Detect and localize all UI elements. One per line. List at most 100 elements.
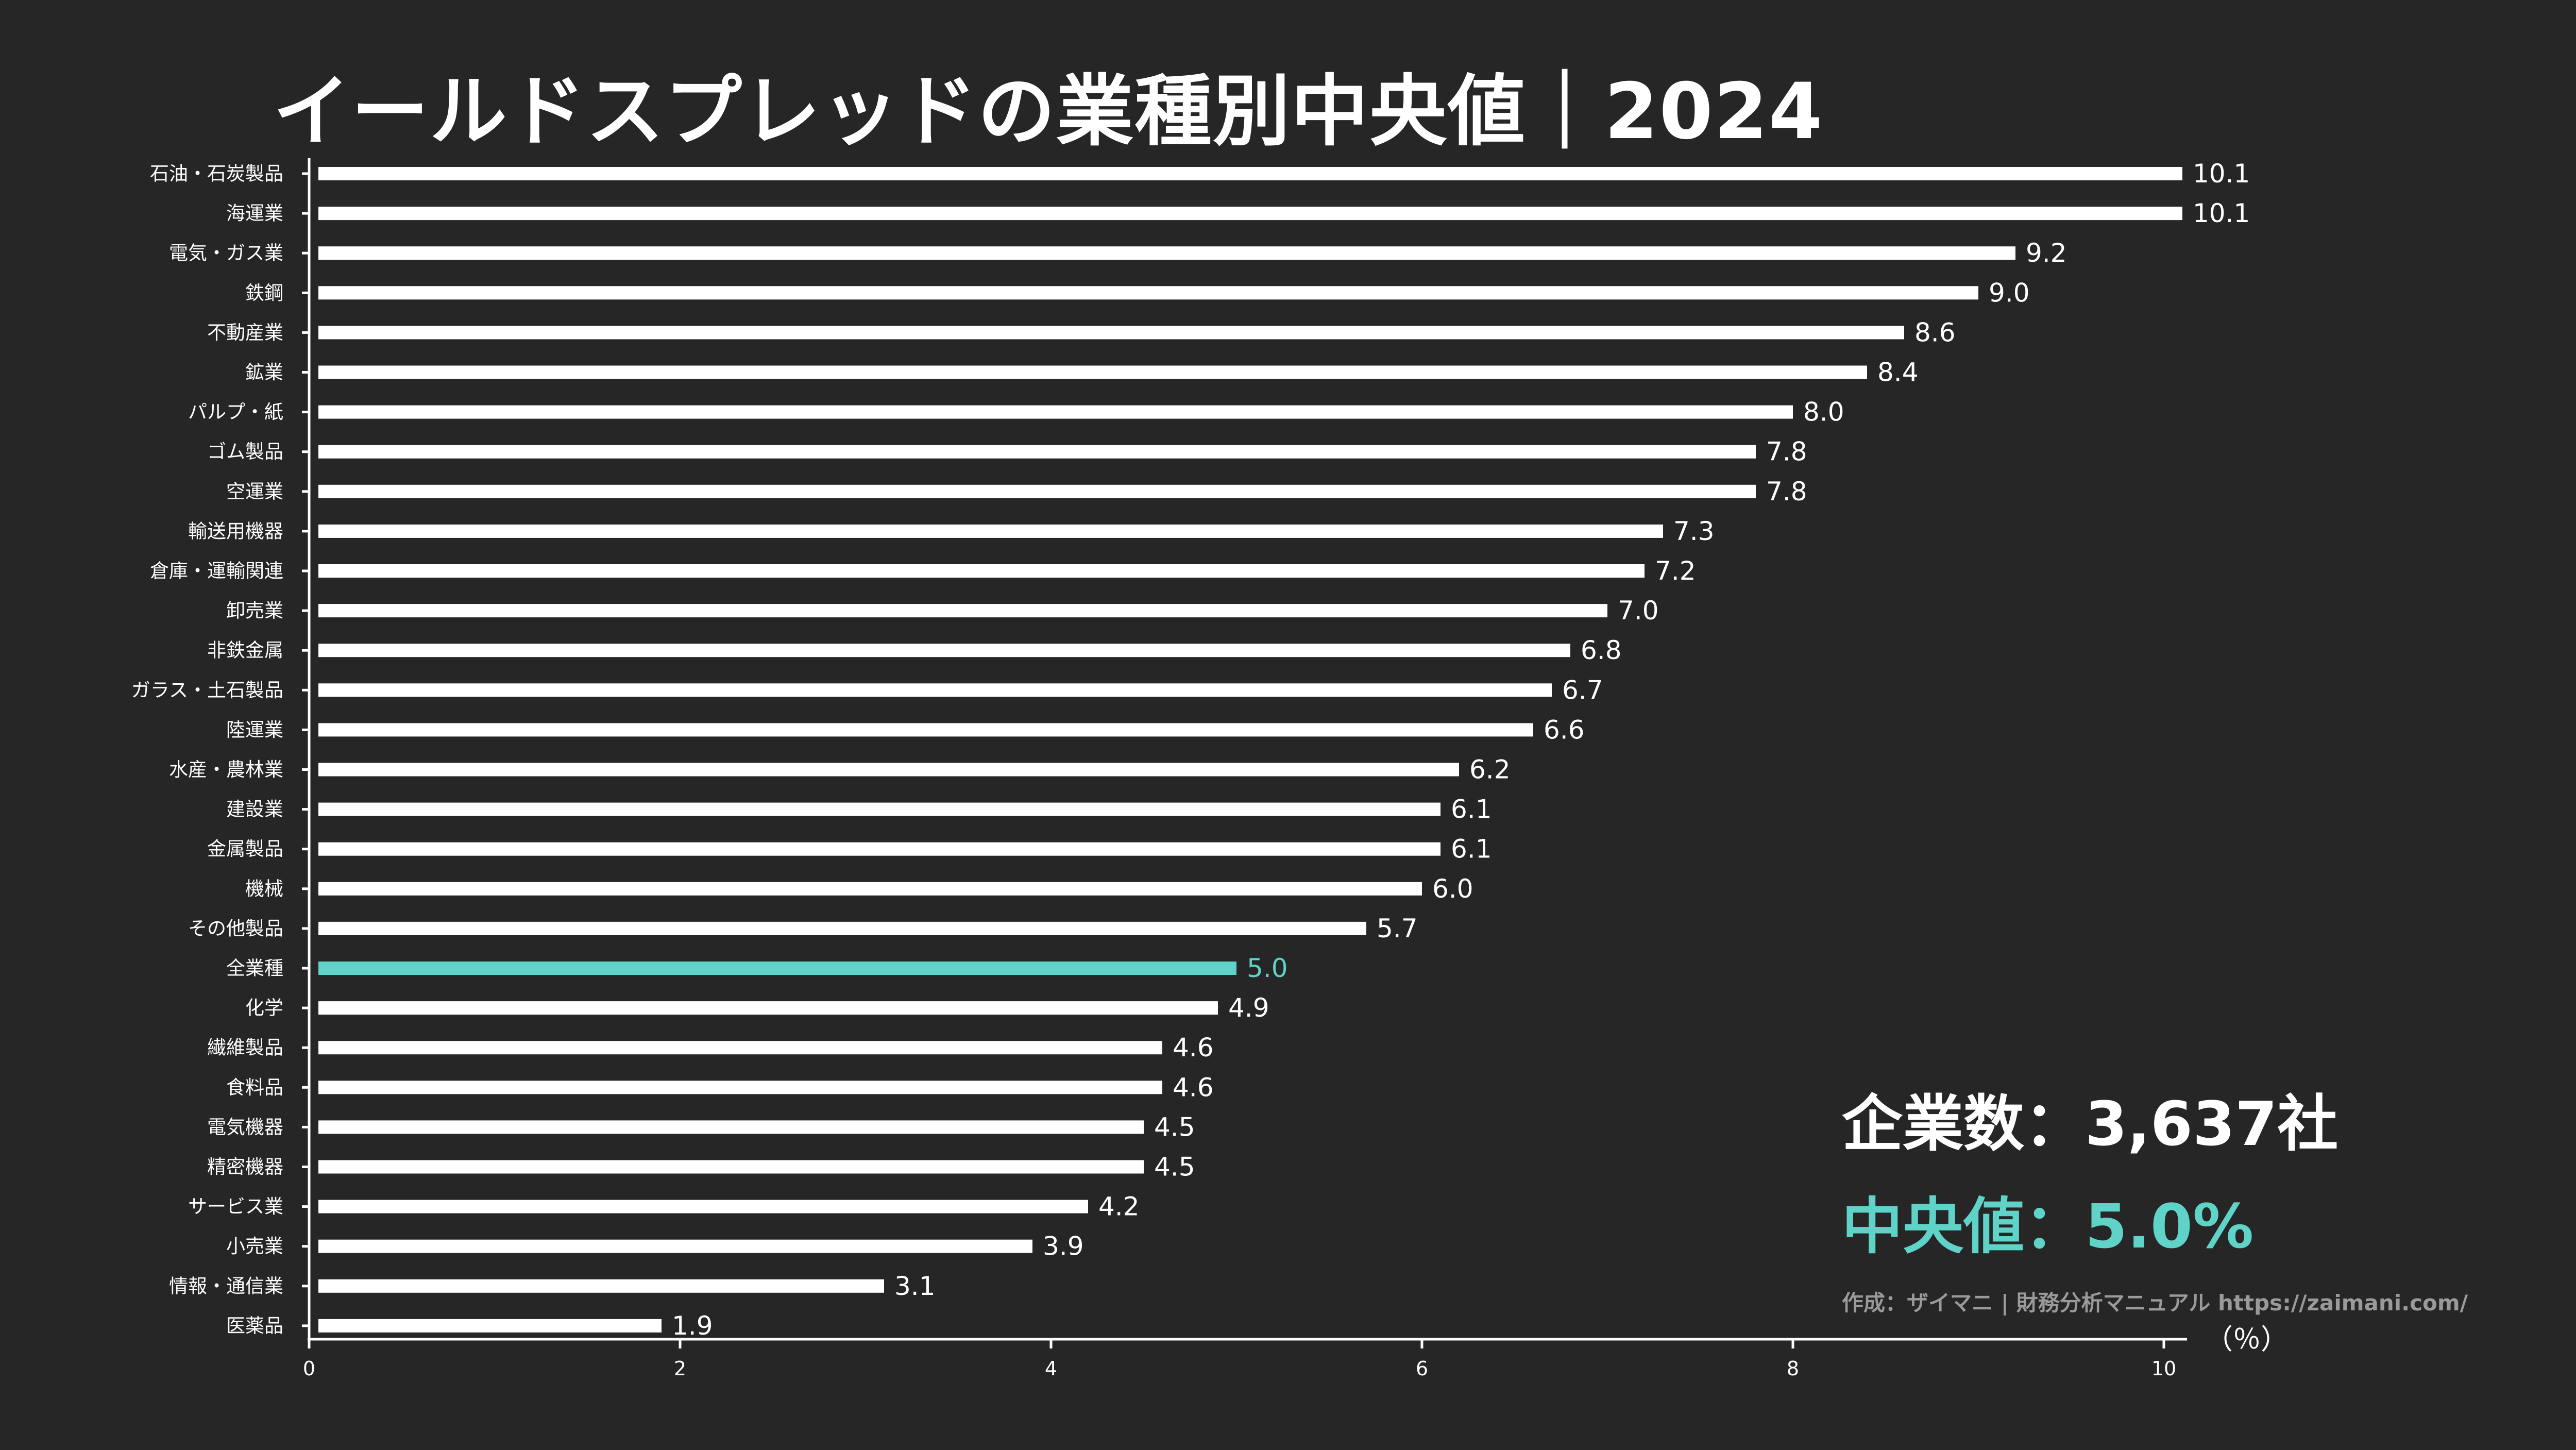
value-label: 7.8 xyxy=(1766,477,1807,507)
category-label: 輸送用機器 xyxy=(188,520,283,542)
category-label: ガラス・土石製品 xyxy=(131,679,283,701)
value-label: 8.6 xyxy=(1914,317,1956,347)
category-label: 卸売業 xyxy=(226,600,283,622)
value-label: 7.8 xyxy=(1766,437,1807,467)
x-tick-label: 6 xyxy=(1416,1357,1428,1380)
bar xyxy=(318,1041,1162,1055)
value-label: 4.2 xyxy=(1098,1192,1140,1222)
category-label: 建設業 xyxy=(226,798,283,820)
category-label: 情報・通信業 xyxy=(169,1275,283,1297)
category-label: 電気・ガス業 xyxy=(169,242,283,264)
value-label: 6.1 xyxy=(1451,795,1492,824)
bar xyxy=(318,405,1793,419)
value-label: 6.0 xyxy=(1432,874,1473,904)
category-label: 電気機器 xyxy=(207,1116,283,1138)
value-label: 4.5 xyxy=(1154,1112,1195,1142)
value-label: 6.6 xyxy=(1544,715,1585,745)
bar xyxy=(318,167,2182,180)
bars-group: 10.1 10.1 9.2 9.0 8.6 8.4 8.0 7.8 7.8 7.3 7.2 7.0 6.… xyxy=(318,159,2250,1341)
bar xyxy=(318,1120,1144,1134)
bar xyxy=(318,763,1459,777)
category-label: 全業種 xyxy=(226,957,283,980)
bar xyxy=(318,524,1663,538)
bar xyxy=(318,604,1607,618)
summary-annotation: 企業数：3,637社 中央値：5.0% 作成：ザイマニ | 財務分析マニュアル … xyxy=(1842,1074,2468,1317)
category-label: ゴム製品 xyxy=(207,441,283,463)
value-label: 7.0 xyxy=(1618,596,1659,626)
category-label: 小売業 xyxy=(226,1235,283,1257)
category-label: 石油・石炭製品 xyxy=(150,163,283,185)
x-tick-label: 2 xyxy=(674,1357,686,1380)
axes-group: 石油・石炭製品海運業電気・ガス業鉄鋼不動産業鉱業パルプ・紙ゴム製品空運業輸送用機… xyxy=(131,158,2289,1380)
category-label: 化学 xyxy=(245,997,283,1019)
value-label: 10.1 xyxy=(2193,198,2250,228)
category-label: 空運業 xyxy=(226,480,283,502)
category-label: 海運業 xyxy=(226,203,283,225)
bar xyxy=(318,365,1867,379)
value-label: 6.1 xyxy=(1451,834,1492,864)
bar xyxy=(318,564,1645,578)
credit-text: 作成：ザイマニ | 財務分析マニュアル https://zaimani.com/ xyxy=(1842,1290,2468,1316)
value-label: 8.0 xyxy=(1803,397,1844,427)
bar xyxy=(318,1081,1162,1094)
category-label: 陸運業 xyxy=(226,719,283,741)
bar xyxy=(318,1200,1088,1213)
bar xyxy=(318,484,1756,498)
x-axis-label: （％） xyxy=(2205,1323,2289,1356)
bar xyxy=(318,842,1440,856)
value-label: 3.1 xyxy=(894,1271,936,1301)
bar xyxy=(318,286,1978,300)
bar xyxy=(318,246,2015,260)
median-value: 中央値：5.0% xyxy=(1842,1191,2254,1262)
bar xyxy=(318,326,1904,340)
value-label: 6.2 xyxy=(1469,755,1511,785)
category-label: 不動産業 xyxy=(207,322,283,344)
value-label: 9.2 xyxy=(2026,238,2067,268)
category-label: 水産・農林業 xyxy=(169,758,283,781)
bar xyxy=(318,1001,1218,1015)
bar xyxy=(318,921,1366,935)
value-label: 5.7 xyxy=(1377,914,1418,943)
value-label: 6.7 xyxy=(1562,675,1603,705)
category-label: 金属製品 xyxy=(207,838,283,860)
value-label: 5.0 xyxy=(1247,953,1288,983)
value-label: 10.1 xyxy=(2193,159,2250,189)
x-tick-label: 8 xyxy=(1787,1357,1799,1380)
bar xyxy=(318,1319,662,1333)
bar xyxy=(318,207,2182,221)
value-label: 4.6 xyxy=(1173,1072,1214,1102)
category-label: 非鉄金属 xyxy=(207,639,283,662)
category-label: 医薬品 xyxy=(226,1314,283,1337)
value-label: 6.8 xyxy=(1581,635,1622,665)
bar xyxy=(318,802,1440,816)
bar xyxy=(318,962,1236,975)
category-label: サービス業 xyxy=(188,1195,283,1218)
bar xyxy=(318,683,1552,697)
value-label: 8.4 xyxy=(1877,358,1919,387)
category-label: 精密機器 xyxy=(207,1156,283,1178)
category-label: 繊維製品 xyxy=(207,1037,283,1059)
category-label: 鉱業 xyxy=(245,361,283,383)
value-label: 7.2 xyxy=(1655,556,1696,586)
value-label: 9.0 xyxy=(1989,278,2030,308)
bar xyxy=(318,1160,1144,1174)
value-label: 4.9 xyxy=(1228,993,1269,1023)
category-label: 倉庫・運輸関連 xyxy=(150,560,283,582)
category-label: 食料品 xyxy=(226,1076,283,1099)
chart-title: イールドスプレッドの業種別中央値｜2024 xyxy=(273,67,1824,157)
bar xyxy=(318,1279,884,1293)
x-tick-label: 10 xyxy=(2151,1357,2176,1380)
bar xyxy=(318,1239,1032,1253)
value-label: 4.5 xyxy=(1154,1152,1195,1182)
value-label: 1.9 xyxy=(672,1311,713,1341)
category-label: 鉄鋼 xyxy=(245,282,283,304)
value-label: 7.3 xyxy=(1673,516,1715,546)
bar xyxy=(318,723,1533,737)
company-count: 企業数：3,637社 xyxy=(1842,1088,2338,1159)
category-label: 機械 xyxy=(245,878,283,900)
value-label: 3.9 xyxy=(1043,1232,1084,1261)
x-tick-label: 0 xyxy=(303,1357,315,1380)
bar xyxy=(318,882,1422,896)
value-label: 4.6 xyxy=(1173,1033,1214,1063)
